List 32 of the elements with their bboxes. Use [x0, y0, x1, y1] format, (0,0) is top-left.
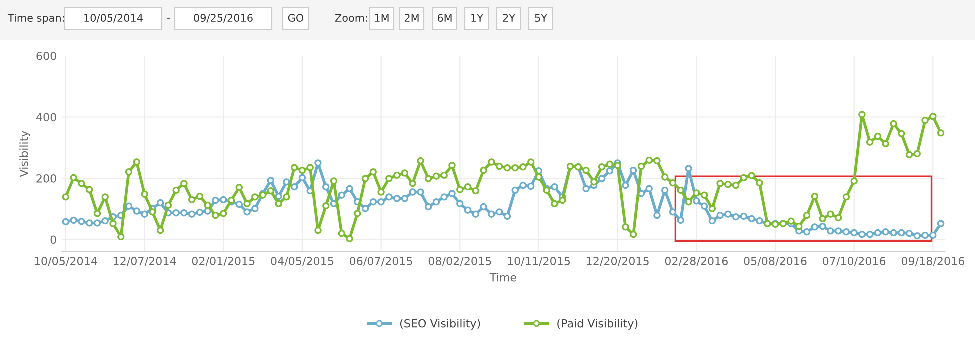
x-tick-label: 02/01/2015 [192, 257, 255, 266]
x-tick-label: 08/02/2015 [428, 257, 492, 266]
text: 09/25/2016 [194, 14, 253, 23]
x-tick-label: 09/18/2016 [902, 257, 964, 266]
x-tick-label: 12/07/2014 [114, 257, 176, 266]
x-tick-label: 10/05/2014 [35, 257, 98, 266]
text: Zoom: [335, 14, 368, 22]
x-tick-label: 07/10/2016 [823, 257, 886, 266]
y-tick-label: 200 [36, 174, 56, 183]
text: GO [288, 14, 304, 22]
text: 10/05/2014 [84, 14, 143, 23]
text: Time span: [8, 14, 64, 24]
y-tick-label: 400 [36, 113, 56, 122]
y-axis-title: Visibility [20, 131, 30, 178]
x-tick-label: 02/28/2016 [665, 257, 728, 266]
text: 5Y [535, 14, 548, 22]
text: 1Y [472, 14, 484, 22]
legend-label: (SEO Visibility) [400, 319, 480, 330]
x-tick-label: 04/05/2015 [271, 257, 334, 266]
x-axis-title: Time [490, 273, 516, 282]
x-tick-label: 06/07/2015 [350, 257, 412, 266]
text: 2M [404, 14, 419, 22]
text: - [168, 18, 170, 20]
text: 6M [438, 14, 452, 22]
legend-label: (Paid Visibility) [558, 319, 638, 330]
y-tick-label: 0 [50, 236, 56, 244]
text: 1M [375, 14, 389, 22]
x-tick-label: 10/11/2015 [508, 257, 570, 266]
x-tick-label: 12/20/2015 [587, 257, 649, 266]
x-tick-label: 05/08/2016 [744, 257, 807, 266]
y-tick-label: 600 [36, 52, 56, 60]
text: 2Y [503, 14, 516, 22]
